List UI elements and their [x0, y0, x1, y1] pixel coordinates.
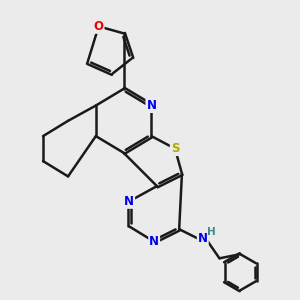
Text: O: O [94, 20, 103, 33]
Text: N: N [124, 195, 134, 208]
Text: N: N [198, 232, 208, 245]
Text: S: S [171, 142, 179, 155]
Text: H: H [207, 227, 216, 237]
Text: N: N [146, 99, 156, 112]
Text: N: N [149, 235, 159, 248]
